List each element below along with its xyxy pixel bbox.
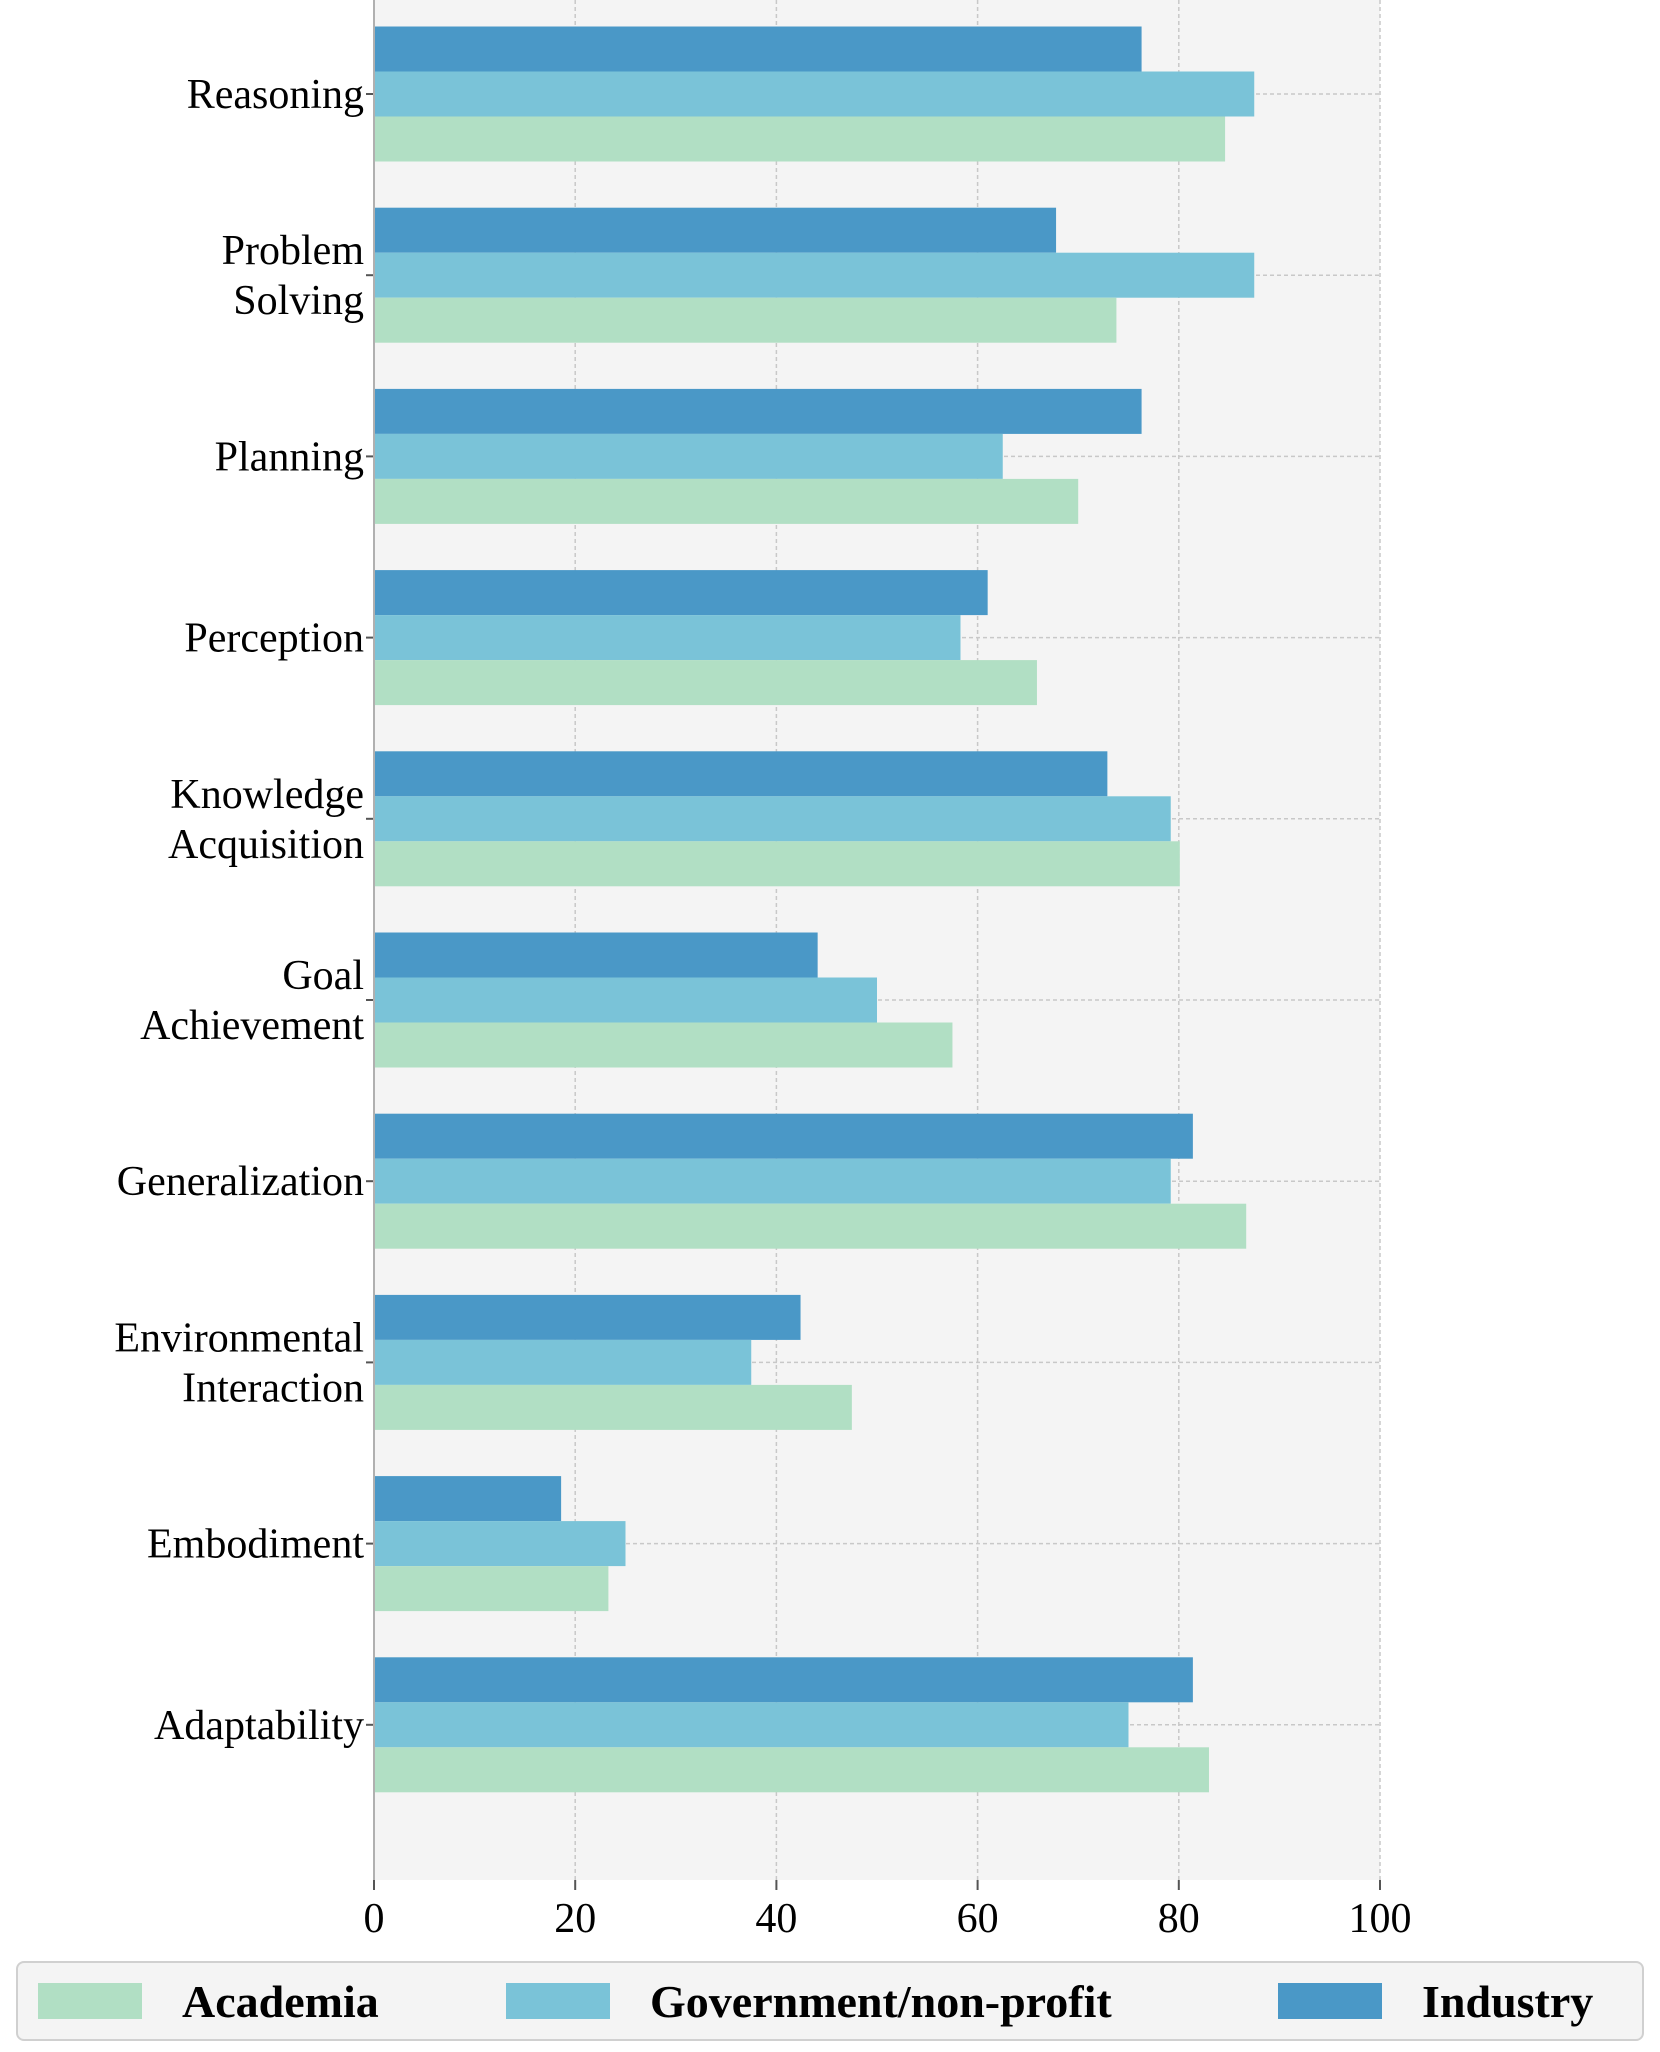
category-label: Embodiment <box>147 1522 364 1568</box>
axes <box>366 0 1381 1890</box>
bar-academia-1 <box>374 297 1117 343</box>
bar-academia-6 <box>374 1203 1247 1249</box>
bar-industry-4 <box>374 751 1108 797</box>
category-label: Perception <box>184 616 364 662</box>
bar-academia-9 <box>374 1747 1209 1793</box>
legend-label-government: Government/non-profit <box>650 1975 1112 2027</box>
bar-academia-3 <box>374 660 1037 706</box>
category-label: Goal <box>282 953 364 999</box>
bar-academia-5 <box>374 1022 953 1068</box>
bar-academia-0 <box>374 116 1226 162</box>
category-label: Solving <box>233 278 364 324</box>
bar-academia-4 <box>374 841 1180 887</box>
x-tick-label: 80 <box>1158 1896 1200 1942</box>
legend-item-industry: Industry <box>1278 1963 1593 2039</box>
legend-swatch-academia <box>38 1983 142 2019</box>
bar-government-non-profit-7 <box>374 1339 752 1385</box>
legend-item-academia: Academia <box>38 1963 379 2039</box>
bar-academia-2 <box>374 478 1079 524</box>
bar-government-non-profit-0 <box>374 71 1255 117</box>
bar-industry-3 <box>374 570 988 616</box>
legend-label-academia: Academia <box>182 1975 379 2027</box>
bar-government-non-profit-9 <box>374 1702 1129 1748</box>
bar-industry-6 <box>374 1113 1193 1159</box>
legend-swatch-industry <box>1278 1983 1382 2019</box>
category-label: Problem <box>222 228 365 274</box>
bar-industry-5 <box>374 932 818 978</box>
x-tick-label: 0 <box>364 1896 385 1942</box>
bar-industry-2 <box>374 388 1142 434</box>
bar-government-non-profit-3 <box>374 615 961 661</box>
bar-government-non-profit-8 <box>374 1521 626 1567</box>
bar-industry-9 <box>374 1657 1193 1703</box>
bar-government-non-profit-5 <box>374 977 877 1023</box>
bar-government-non-profit-4 <box>374 796 1171 842</box>
bar-industry-8 <box>374 1476 562 1522</box>
legend-item-government: Government/non-profit <box>506 1963 1112 2039</box>
x-tick-label: 60 <box>957 1896 999 1942</box>
category-label: Reasoning <box>187 72 364 118</box>
bar-industry-0 <box>374 26 1142 72</box>
bars <box>374 26 1255 1793</box>
category-label: Acquisition <box>168 822 364 868</box>
x-tick-labels: 0 20 40 60 80 100 <box>364 1896 1412 1942</box>
legend: Academia Government/non-profit Industry <box>16 1961 1644 2041</box>
category-label: Planning <box>215 434 364 480</box>
x-tick-label: 20 <box>554 1896 596 1942</box>
bar-government-non-profit-2 <box>374 433 1003 479</box>
bar-academia-7 <box>374 1384 852 1430</box>
x-tick-label: 100 <box>1349 1896 1412 1942</box>
legend-swatch-government <box>506 1983 610 2019</box>
bar-government-non-profit-1 <box>374 252 1255 298</box>
category-label: Achievement <box>140 1003 364 1049</box>
bar-industry-7 <box>374 1294 801 1340</box>
category-label: Interaction <box>182 1365 364 1411</box>
bar-government-non-profit-6 <box>374 1158 1171 1204</box>
category-label: Adaptability <box>154 1703 364 1749</box>
legend-label-industry: Industry <box>1422 1975 1594 2027</box>
category-label: Knowledge <box>170 772 364 818</box>
bar-academia-8 <box>374 1566 609 1612</box>
bar-industry-1 <box>374 207 1057 253</box>
category-label: Generalization <box>117 1159 364 1205</box>
category-label: Environmental <box>114 1315 364 1361</box>
x-tick-label: 40 <box>755 1896 797 1942</box>
